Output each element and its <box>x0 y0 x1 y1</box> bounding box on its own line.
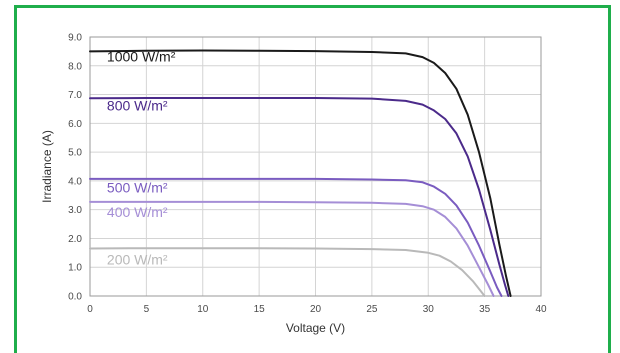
series-line <box>89 49 512 297</box>
x-tick-label: 0 <box>87 304 93 315</box>
y-tick-label: 8.0 <box>68 61 82 72</box>
y-tick-label: 4.0 <box>68 176 82 187</box>
y-tick-label: 3.0 <box>68 205 82 216</box>
series-label: 800 W/m² <box>107 97 168 113</box>
y-axis-title: Irradiance (A) <box>40 130 54 203</box>
series-label: 200 W/m² <box>107 251 168 267</box>
x-axis-title: Voltage (V) <box>286 321 345 335</box>
chart-frame: 0 5 10 15 20 25 30 35 40 0.0 1.0 2.0 3.0 4.0 5.0 6.0 7.… <box>14 5 611 353</box>
y-tick-label: 7.0 <box>68 90 82 101</box>
series-line <box>89 200 495 297</box>
x-tick-label: 25 <box>366 304 378 315</box>
x-tick-label: 20 <box>310 304 322 315</box>
x-tick-label: 35 <box>479 304 491 315</box>
x-tick-label: 15 <box>254 304 266 315</box>
y-tick-label: 0.0 <box>68 292 82 303</box>
y-tick-label: 2.0 <box>68 234 82 245</box>
x-axis-ticks: 0 5 10 15 20 25 30 35 40 <box>87 304 547 315</box>
x-tick-label: 30 <box>423 304 435 315</box>
y-tick-label: 1.0 <box>68 263 82 274</box>
x-tick-label: 10 <box>197 304 209 315</box>
y-tick-label: 9.0 <box>68 33 82 44</box>
x-tick-label: 40 <box>535 304 547 315</box>
gridlines <box>90 37 541 296</box>
x-tick-label: 5 <box>144 304 150 315</box>
series-line <box>89 177 503 297</box>
series-line <box>89 247 486 297</box>
series-label: 400 W/m² <box>107 204 168 220</box>
series-lines <box>89 49 512 297</box>
series-label: 1000 W/m² <box>107 48 176 64</box>
series-labels: 1000 W/m² 800 W/m² 500 W/m² 400 W/m² 200 W/m… <box>107 48 176 267</box>
y-tick-label: 5.0 <box>68 148 82 159</box>
y-axis-ticks: 0.0 1.0 2.0 3.0 4.0 5.0 6.0 7.0 8.0 9.0 <box>68 33 82 303</box>
series-line <box>89 97 510 297</box>
y-tick-label: 6.0 <box>68 119 82 130</box>
series-label: 500 W/m² <box>107 179 168 195</box>
plot-area-border <box>89 36 542 297</box>
iv-curve-chart: 0 5 10 15 20 25 30 35 40 0.0 1.0 2.0 3.0 4.0 5.0 6.0 7.… <box>40 33 547 336</box>
